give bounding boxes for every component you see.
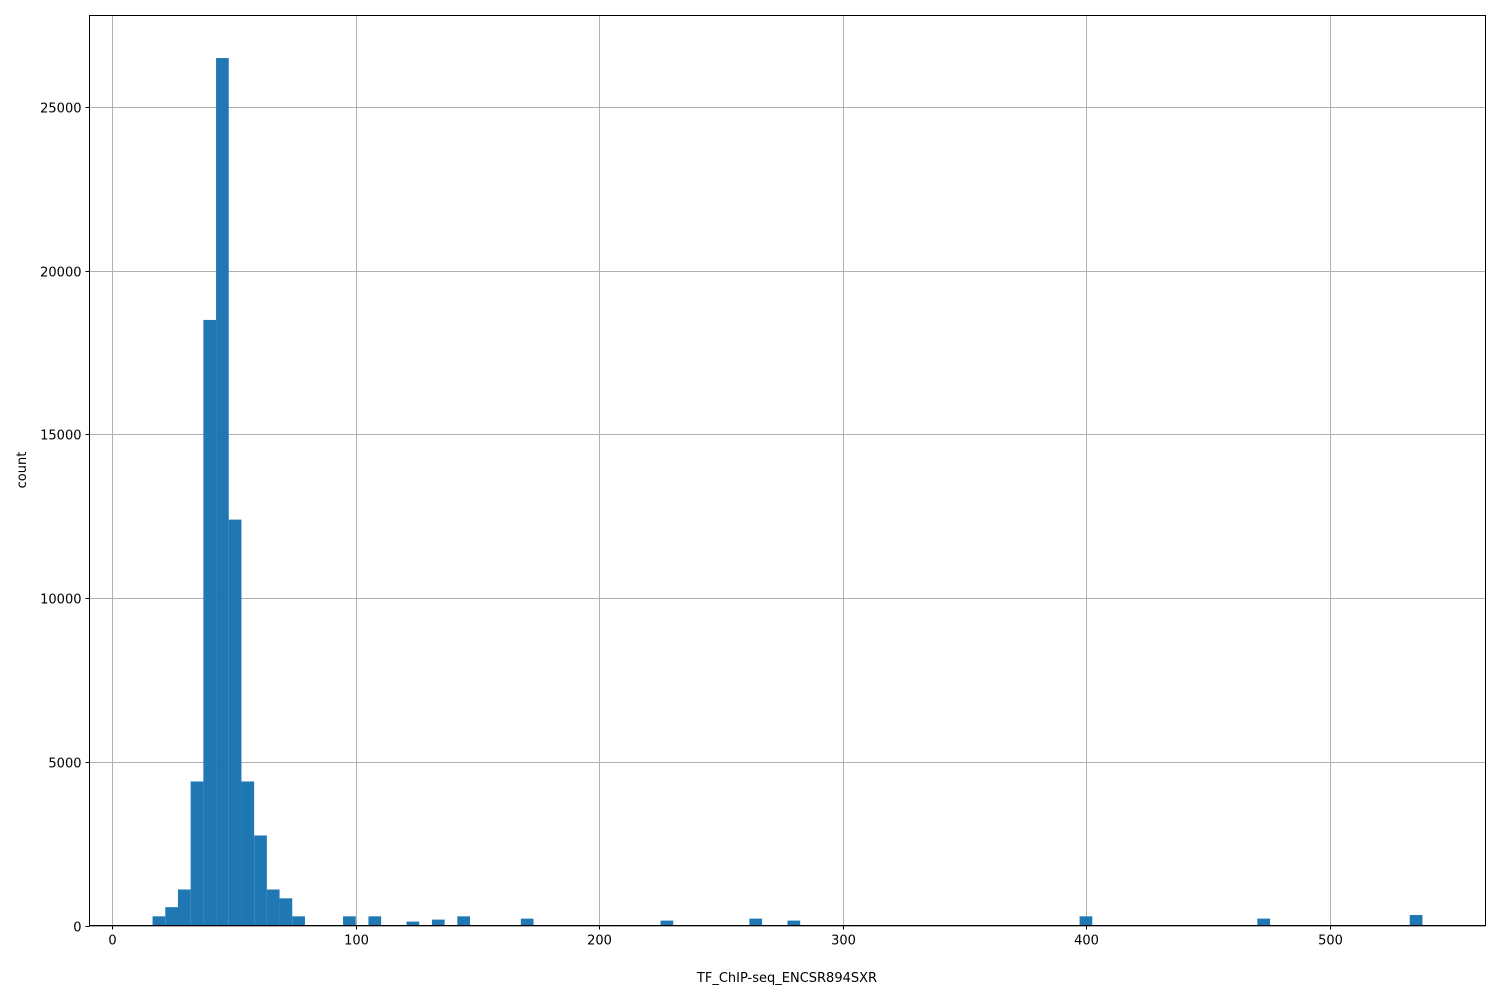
histogram-bar (1079, 916, 1093, 925)
grid (89, 15, 1486, 927)
histogram-bar (152, 916, 166, 925)
x-tick-label: 200 (587, 934, 612, 949)
histogram-bar (520, 918, 534, 925)
x-tick-label: 400 (1074, 934, 1099, 949)
histogram-bar (1409, 915, 1423, 925)
histogram-bar (406, 921, 420, 925)
histogram-bar (254, 835, 267, 925)
histogram-bar (457, 916, 471, 925)
histogram-bar (431, 919, 445, 925)
y-tick-label: 15000 (40, 429, 81, 444)
histogram-bar (177, 889, 191, 925)
x-tick-label: 0 (108, 934, 116, 949)
histogram-bar (343, 916, 356, 925)
histogram-bar (292, 916, 305, 925)
x-tick-label: 300 (831, 934, 856, 949)
histogram-bar (165, 907, 178, 925)
y-tick-label: 20000 (40, 266, 81, 281)
histogram-bar (787, 920, 801, 925)
histogram-bar (241, 781, 255, 925)
ticks: 0 100 200 300 400 500050001000015000200002500… (40, 102, 1343, 949)
plot-frame (89, 15, 1486, 926)
histogram-bar (279, 898, 293, 925)
bars (152, 58, 1423, 926)
histogram-bar (216, 58, 229, 925)
x-axis-label: TF_ChIP-seq_ENCSR894SXR (696, 971, 877, 986)
y-axis-label: count (15, 452, 30, 489)
histogram-bar (368, 916, 382, 925)
histogram-bar (266, 889, 280, 925)
histogram-bar (203, 319, 217, 926)
x-tick-label: 100 (344, 934, 369, 949)
histogram-bar (228, 519, 242, 925)
y-tick-label: 25000 (40, 102, 81, 117)
x-tick-label: 500 (1318, 934, 1343, 949)
histogram-bar (190, 781, 204, 925)
histogram-bar (1257, 918, 1271, 925)
histogram-bar (660, 920, 674, 925)
histogram-bar (749, 918, 763, 925)
y-tick-label: 10000 (40, 593, 81, 608)
y-tick-label: 5000 (48, 757, 81, 772)
y-tick-label: 0 (73, 921, 81, 936)
